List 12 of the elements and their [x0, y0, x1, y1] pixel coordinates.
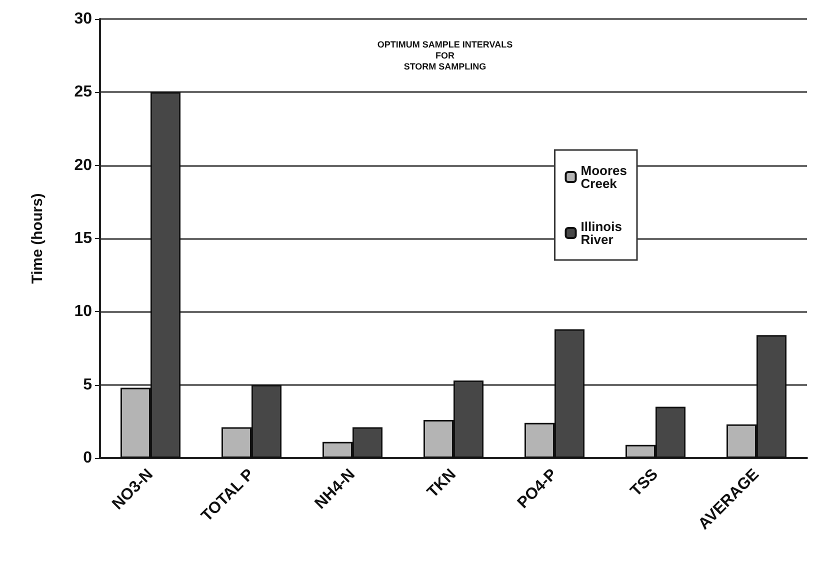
- y-tick-label: 5: [83, 376, 92, 394]
- y-tick-label: 25: [74, 84, 92, 101]
- y-tick-label: 10: [74, 303, 92, 320]
- x-tick-label: TSS: [628, 466, 662, 500]
- legend-label: Illinois River: [580, 219, 622, 247]
- y-tick-label: 0: [83, 450, 92, 466]
- y-tick-label: 20: [74, 156, 92, 174]
- y-tick-label: 15: [74, 230, 92, 247]
- legend-label: Moores Creek: [580, 163, 628, 191]
- text: OPTIMUM SAMPLE INTERVALS FOR STORM SAMPLING: [377, 40, 513, 72]
- y-axis-title: Time (hours): [29, 193, 46, 284]
- y-tick-label: 30: [74, 10, 92, 28]
